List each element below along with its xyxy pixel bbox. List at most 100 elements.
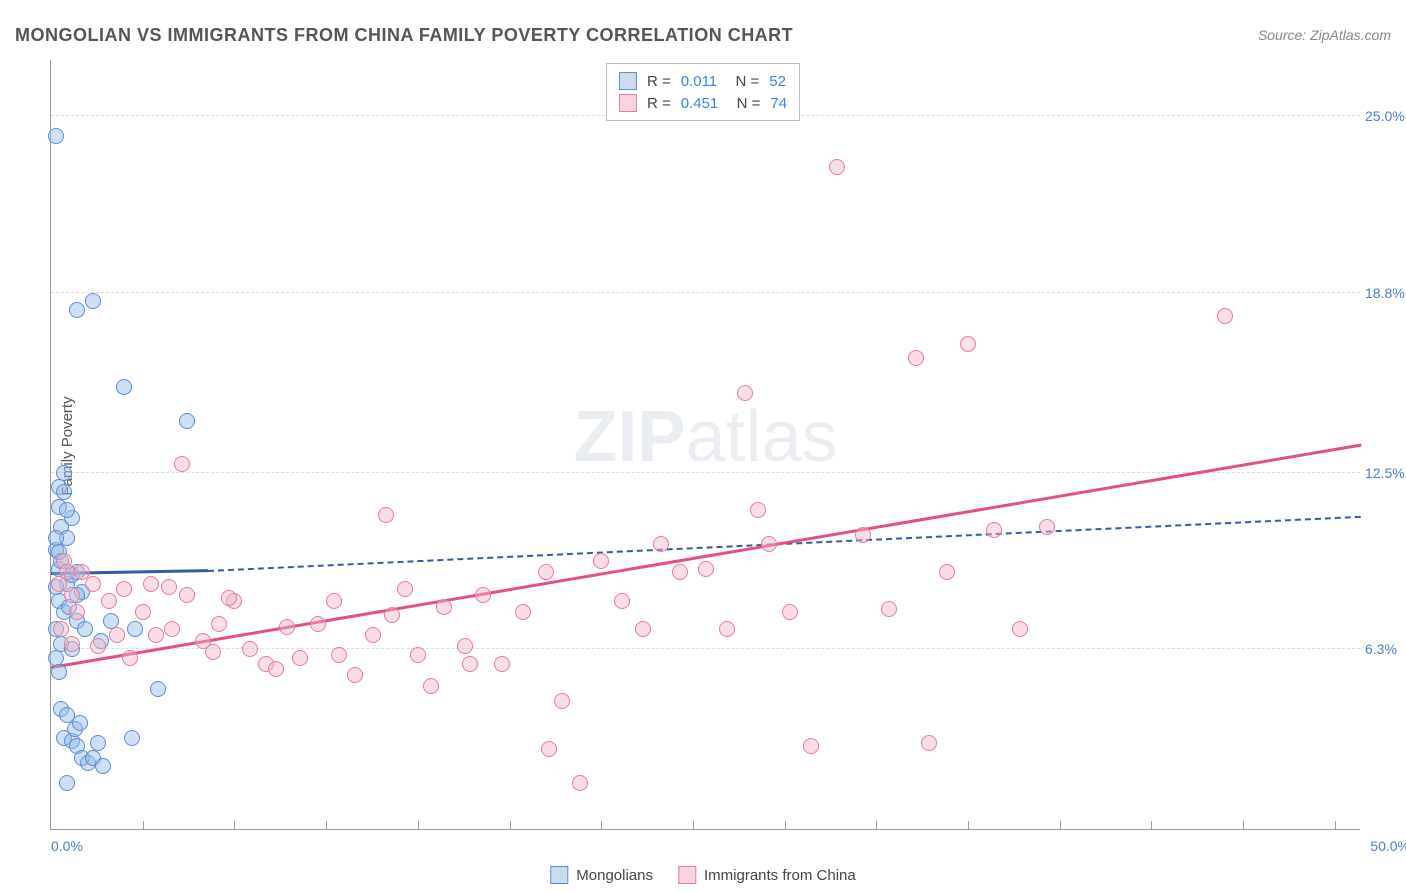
gridline [51,472,1360,473]
data-point [1012,621,1028,637]
data-point [698,561,714,577]
data-point [221,590,237,606]
x-minor-tick [968,821,969,829]
watermark: ZIPatlas [573,395,837,477]
x-axis-max-label: 50.0% [1370,838,1406,854]
data-point [908,350,924,366]
data-point [150,681,166,697]
data-point [51,664,67,680]
data-point [135,604,151,620]
data-point [515,604,531,620]
data-point [109,627,125,643]
data-point [365,627,381,643]
data-point [124,730,140,746]
legend-label: Immigrants from China [704,867,856,884]
data-point [211,616,227,632]
data-point [116,581,132,597]
data-point [64,636,80,652]
data-point [457,638,473,654]
data-point [179,413,195,429]
data-point [782,604,798,620]
data-point [462,656,478,672]
legend-top: R = 0.011 N = 52R = 0.451 N = 74 [606,63,800,121]
legend-bottom-item: Immigrants from China [678,866,856,884]
data-point [310,616,326,632]
data-point [750,502,766,518]
data-point [881,601,897,617]
data-point [174,456,190,472]
data-point [90,638,106,654]
data-point [1039,519,1055,535]
data-point [635,621,651,637]
data-point [761,536,777,552]
data-point [384,607,400,623]
data-point [56,484,72,500]
legend-bottom: Mongolians Immigrants from China [550,866,855,884]
data-point [205,644,221,660]
data-point [494,656,510,672]
data-point [292,650,308,666]
data-point [64,587,80,603]
data-point [593,553,609,569]
data-point [69,604,85,620]
data-point [855,527,871,543]
data-point [179,587,195,603]
x-minor-tick [693,821,694,829]
x-axis-min-label: 0.0% [51,838,83,854]
data-point [85,576,101,592]
data-point [143,576,159,592]
header-bar: MONGOLIAN VS IMMIGRANTS FROM CHINA FAMIL… [15,20,1391,50]
data-point [59,707,75,723]
data-point [77,621,93,637]
y-tick-label: 18.8% [1365,285,1406,301]
data-point [554,693,570,709]
data-point [986,522,1002,538]
data-point [410,647,426,663]
data-point [85,293,101,309]
data-point [829,159,845,175]
data-point [242,641,258,657]
data-point [653,536,669,552]
chart-source: Source: ZipAtlas.com [1258,27,1391,43]
y-tick-label: 12.5% [1365,465,1406,481]
data-point [72,715,88,731]
data-point [127,621,143,637]
legend-top-row: R = 0.011 N = 52 [619,70,787,92]
data-point [116,379,132,395]
legend-label: Mongolians [576,867,653,884]
data-point [347,667,363,683]
data-point [960,336,976,352]
data-point [672,564,688,580]
data-point [538,564,554,580]
data-point [331,647,347,663]
data-point [56,465,72,481]
data-point [122,650,138,666]
data-point [572,775,588,791]
chart-title: MONGOLIAN VS IMMIGRANTS FROM CHINA FAMIL… [15,25,793,46]
legend-swatch [550,866,568,884]
legend-swatch [619,72,637,90]
data-point [436,599,452,615]
x-minor-tick [1060,821,1061,829]
x-minor-tick [143,821,144,829]
data-point [95,758,111,774]
x-minor-tick [601,821,602,829]
data-point [614,593,630,609]
legend-bottom-item: Mongolians [550,866,653,884]
data-point [423,678,439,694]
data-point [279,619,295,635]
x-minor-tick [418,821,419,829]
data-point [48,530,64,546]
data-point [148,627,164,643]
legend-top-row: R = 0.451 N = 74 [619,92,787,114]
x-minor-tick [326,821,327,829]
data-point [397,581,413,597]
y-tick-label: 6.3% [1365,641,1406,657]
scatter-plot-area: ZIPatlas 0.0% 50.0% 6.3%12.5%18.8%25.0% [50,60,1360,830]
data-point [378,507,394,523]
data-point [939,564,955,580]
data-point [48,128,64,144]
data-point [101,593,117,609]
data-point [541,741,557,757]
data-point [1217,308,1233,324]
